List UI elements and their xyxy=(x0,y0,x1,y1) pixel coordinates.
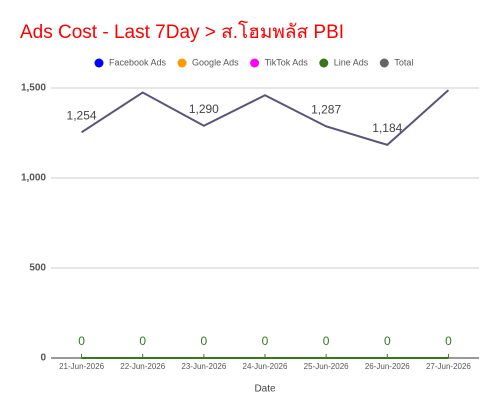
data-label: 0 xyxy=(384,334,391,348)
legend-marker xyxy=(379,58,389,68)
legend-marker xyxy=(177,58,187,68)
chart-title: Ads Cost - Last 7Day > ส.โฮมพลัส PBI xyxy=(20,20,344,43)
x-tick-label: 22-Jun-2026 xyxy=(120,362,165,371)
legend-label: Google Ads xyxy=(192,57,239,67)
data-label: 0 xyxy=(445,334,452,348)
legend-marker xyxy=(319,58,329,68)
y-tick-label: 500 xyxy=(29,263,46,274)
y-tick-label: 0 xyxy=(40,353,46,364)
data-label: 0 xyxy=(78,334,85,348)
data-label: 0 xyxy=(201,334,208,348)
x-tick-label: 26-Jun-2026 xyxy=(365,362,410,371)
y-tick-label: 1,500 xyxy=(21,83,46,94)
legend-label: TikTok Ads xyxy=(265,57,309,67)
data-label: 1,287 xyxy=(311,103,341,117)
x-tick-label: 23-Jun-2026 xyxy=(181,362,226,371)
data-label: 0 xyxy=(139,334,146,348)
legend-label: Line Ads xyxy=(334,57,369,67)
data-label: 0 xyxy=(323,334,330,348)
legend-label: Total xyxy=(394,57,413,67)
data-label: 0 xyxy=(262,334,269,348)
series-line xyxy=(81,89,450,147)
legend-label: Facebook Ads xyxy=(109,57,167,67)
x-axis-label: Date xyxy=(254,384,276,395)
legend-marker xyxy=(250,58,260,68)
x-tick-label: 25-Jun-2026 xyxy=(304,362,349,371)
legend-marker xyxy=(94,58,104,68)
x-tick-label: 24-Jun-2026 xyxy=(243,362,288,371)
x-tick-label: 27-Jun-2026 xyxy=(426,362,471,371)
data-label: 1,184 xyxy=(372,121,402,135)
data-label: 1,254 xyxy=(67,108,97,122)
data-label: 1,290 xyxy=(189,102,219,116)
y-tick-label: 1,000 xyxy=(21,173,46,184)
x-tick-label: 21-Jun-2026 xyxy=(59,362,104,371)
